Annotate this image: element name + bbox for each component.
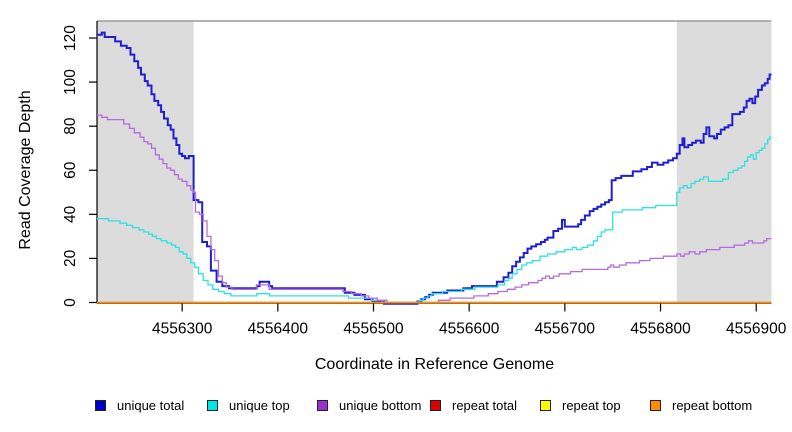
x-tick-label: 4556900 [726,321,787,338]
series-line-unique-bottom [97,114,772,304]
legend-item-unique-top: unique top [207,397,290,413]
y-tick-label: 20 [62,249,79,267]
legend-swatch-repeat-total [430,399,441,411]
legend-swatch-unique-bottom [317,399,328,411]
series-line-unique-total [97,31,772,305]
x-tick-label: 4556700 [535,321,596,338]
legend-swatch-repeat-top [540,399,551,411]
y-tick-label: 80 [62,117,79,135]
legend-item-repeat-top: repeat top [540,397,621,413]
series-line-unique-top [97,136,772,304]
legend-label: repeat total [452,397,518,413]
legend-swatch-repeat-bottom [650,399,661,411]
x-tick-label: 4556600 [439,321,500,338]
y-axis-title: Read Coverage Depth [17,90,34,250]
x-tick-label: 4556300 [152,321,213,338]
legend-label: unique top [229,397,290,413]
plot-area: 4556300 4556400 4556500 4556600 4556700 45568… [62,20,787,338]
legend-label: repeat bottom [672,397,753,413]
legend-item-unique-total: unique total [95,397,185,413]
legend-item-repeat-total: repeat total [430,397,518,413]
legend-swatch-unique-top [207,399,218,411]
x-tick-label: 4556500 [343,321,404,338]
legend-item-repeat-bottom: repeat bottom [650,397,753,413]
legend-label: unique bottom [339,397,422,413]
x-tick-label: 4556400 [248,321,309,338]
y-tick-label: 0 [62,298,79,307]
y-tick-label: 40 [62,205,79,223]
y-tick-label: 100 [62,69,79,95]
legend-swatch-unique-total [95,399,106,411]
x-tick-label: 4556800 [630,321,691,338]
legend-label: unique total [117,397,185,413]
x-axis-title: Coordinate in Reference Genome [314,356,555,373]
shaded-region-left [97,21,194,303]
shaded-region-right [676,21,772,303]
y-tick-label: 120 [62,25,79,51]
legend-item-unique-bottom: unique bottom [317,397,422,413]
legend-label: repeat top [562,397,621,413]
y-tick-label: 60 [62,161,79,179]
